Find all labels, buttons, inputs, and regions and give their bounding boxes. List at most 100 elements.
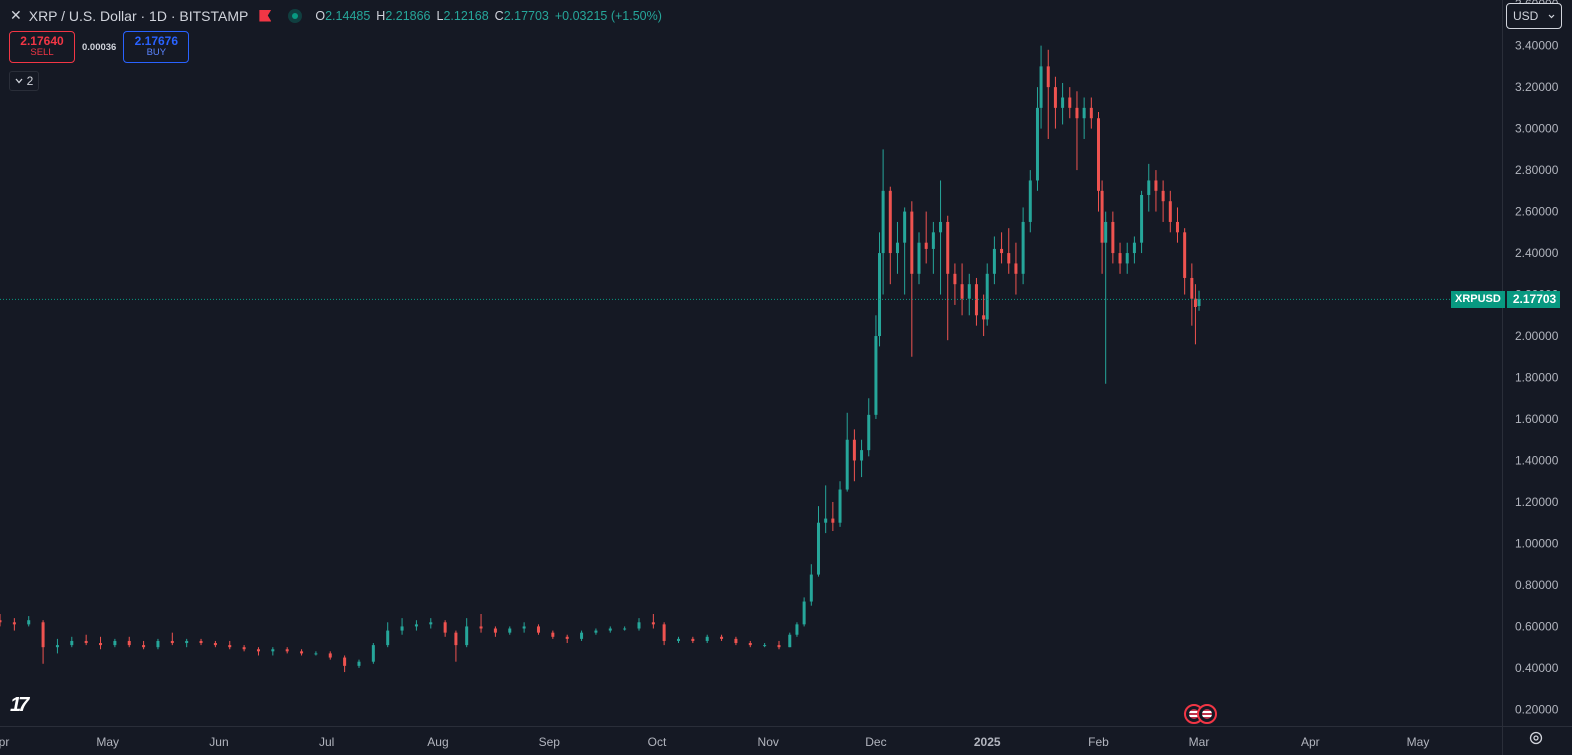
candle-body[interactable] [1053,87,1057,108]
candle-body[interactable] [594,630,598,633]
candle-body[interactable] [84,640,88,644]
candle-body[interactable] [1125,253,1129,264]
candle-body[interactable] [1007,253,1011,264]
candle-body[interactable] [371,645,375,662]
flag-icon[interactable] [259,9,272,22]
candle-body[interactable] [910,211,914,274]
candle-body[interactable] [199,640,203,644]
candle-body[interactable] [838,489,842,523]
candle-body[interactable] [878,253,882,337]
candle-body[interactable] [888,190,892,254]
candle-body[interactable] [924,242,928,249]
candle-body[interactable] [1046,66,1050,88]
candle-body[interactable] [357,661,361,666]
candle-body[interactable] [946,221,950,274]
candle-body[interactable] [1168,201,1172,222]
candle-body[interactable] [974,284,978,316]
candle-body[interactable] [748,643,752,646]
candle-body[interactable] [1061,97,1065,108]
candle-body[interactable] [845,439,849,490]
candle-body[interactable] [788,634,792,648]
candle-body[interactable] [12,622,16,625]
candle-body[interactable] [831,518,835,523]
us-flag-icon[interactable] [1197,704,1218,724]
candle-body[interactable] [429,622,433,625]
candle-body[interactable] [895,242,899,254]
chart-pane[interactable] [0,0,1502,726]
settings-gear-icon[interactable] [1529,731,1543,745]
candle-body[interactable] [522,626,526,629]
close-icon[interactable]: ✕ [10,7,22,23]
candle-body[interactable] [256,649,260,652]
candle-body[interactable] [777,645,781,648]
candle-body[interactable] [1068,97,1072,108]
candle-body[interactable] [400,626,404,631]
tradingview-logo[interactable]: 17 [10,694,29,716]
candle-body[interactable] [802,601,806,625]
candle-body[interactable] [860,450,864,461]
candle-body[interactable] [1035,107,1039,181]
candle-body[interactable] [967,284,971,299]
candle-body[interactable] [676,638,680,641]
candle-body[interactable] [493,628,497,633]
candle-body[interactable] [443,622,447,633]
candle-body[interactable] [271,649,275,652]
candle-body[interactable] [931,232,935,249]
candle-body[interactable] [1089,107,1093,119]
candle-body[interactable] [536,626,540,633]
candle-body[interactable] [824,518,828,523]
candle-body[interactable] [1183,232,1187,278]
candle-body[interactable] [1154,180,1158,191]
candle-body[interactable] [343,657,347,666]
candle-body[interactable] [580,632,584,639]
candle-body[interactable] [763,645,767,647]
candle-body[interactable] [314,653,318,655]
candle-body[interactable] [70,640,74,646]
candle-body[interactable] [142,645,146,648]
candle-body[interactable] [982,315,986,320]
candle-body[interactable] [816,522,820,575]
candle-body[interactable] [27,620,31,625]
candle-body[interactable] [55,645,59,648]
candle-body[interactable] [213,643,217,646]
candle-body[interactable] [1039,66,1043,108]
candle-body[interactable] [328,653,332,658]
indicators-toggle-button[interactable]: 2 [9,71,39,91]
candle-body[interactable] [479,626,483,629]
market-status-icon[interactable] [288,8,303,23]
candle-body[interactable] [795,624,799,635]
buy-button[interactable]: 2.17676 BUY [123,31,190,63]
candle-body[interactable] [300,651,304,654]
symbol-title[interactable]: XRP / U.S. Dollar · 1D · BITSTAMP [28,7,249,24]
candle-body[interactable] [0,620,2,623]
candle-body[interactable] [881,190,885,254]
candle-body[interactable] [454,632,458,646]
candle-body[interactable] [662,624,666,641]
price-axis[interactable]: 3.600003.400003.200003.000002.800002.600… [1502,0,1572,726]
candle-body[interactable] [720,636,724,639]
time-axis[interactable]: Apr May Jun Jul Aug Sep Oct Nov Dec 2025 Feb Mar Apr… [0,726,1502,755]
candle-body[interactable] [960,284,964,299]
candle-body[interactable] [41,622,45,648]
price-chart[interactable] [0,0,1502,726]
candle-body[interactable] [608,628,612,631]
candle-body[interactable] [1193,298,1197,307]
candle-body[interactable] [508,628,512,633]
candle-body[interactable] [1021,221,1025,274]
candle-body[interactable] [1000,248,1004,254]
candle-body[interactable] [185,640,189,644]
candle-body[interactable] [917,242,921,274]
candle-body[interactable] [852,439,856,461]
candle-body[interactable] [1100,190,1104,243]
candle-body[interactable] [651,622,655,625]
candle-body[interactable] [113,640,117,646]
candle-body[interactable] [170,640,174,644]
candle-body[interactable] [285,649,289,652]
candle-body[interactable] [156,640,160,648]
economic-events[interactable]: ✦ [1183,704,1218,724]
candle-body[interactable] [228,645,232,648]
candle-body[interactable] [414,624,418,627]
candle-body[interactable] [1190,277,1194,299]
candle-body[interactable] [1104,221,1108,243]
candle-body[interactable] [242,647,246,650]
